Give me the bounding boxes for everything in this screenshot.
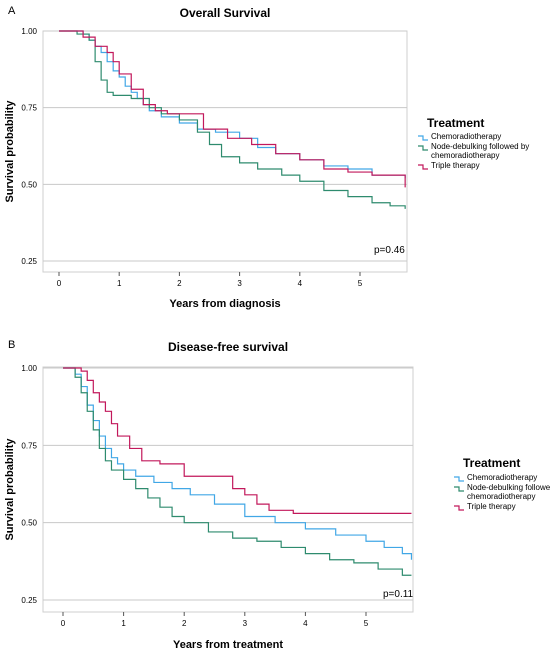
chart-title: Disease-free survival [168,340,288,354]
y-tick-label: 0.25 [21,596,37,605]
x-tick-label: 0 [61,619,66,628]
chart-panel-a: A Overall Survival 1.00 0.75 0.50 0.25 0 1 2 3 4 5 Y… [4,5,529,310]
y-axis-label: Survival probability [4,438,16,541]
x-tick-label: 1 [117,279,122,288]
legend-item-label: Chemoradiotherapy [467,473,537,482]
legend-item-label: Triple therapy [467,502,516,511]
survival-curve-series-2 [59,30,406,188]
x-tick-label: 3 [243,619,248,628]
p-value-annotation: p=0.46 [374,245,405,256]
legend-item-label-line: chemoradiotherapy [467,492,535,501]
legend-swatch [418,145,428,151]
legend-item-label: Chemoradiotherapy [431,132,501,141]
y-tick-label: 1.00 [21,364,37,373]
p-value-annotation: p=0.11 [383,589,414,600]
y-tick-label: 1.00 [21,27,37,36]
legend-swatch [454,476,464,482]
legend-swatch [454,505,464,511]
legend-swatch [418,135,428,141]
x-tick-label: 3 [237,279,242,288]
x-tick-label: 5 [364,619,369,628]
plot-area [42,30,408,273]
x-tick-label: 4 [298,279,303,288]
legend-item-label: Triple therapy [431,161,480,170]
survival-curve-series-1 [59,30,406,209]
panel-letter: B [8,339,15,351]
legend-item-label-line: Node-debulking followed by [431,142,529,151]
x-tick-label: 2 [177,279,182,288]
panel-letter: A [8,5,16,17]
x-tick-label: 5 [358,279,363,288]
y-tick-label: 0.25 [21,257,37,266]
legend-swatch [454,486,464,492]
survival-curve-series-2 [63,367,412,514]
legend-title: Treatment [463,456,520,470]
plot-area [42,366,414,613]
chart-title: Overall Survival [180,6,271,20]
legend-item-label-line: Node-debulking followed by [467,483,550,492]
y-tick-label: 0.75 [21,104,37,113]
legend-title: Treatment [427,116,484,130]
x-axis-label: Years from treatment [173,639,283,651]
y-tick-label: 0.50 [21,519,37,528]
survival-curve-series-1 [63,367,412,576]
y-axis-label: Survival probability [4,100,16,203]
survival-curve-series-0 [63,367,413,560]
x-axis-label: Years from diagnosis [169,298,280,310]
x-tick-label: 2 [182,619,187,628]
chart-panel-b: B Disease-free survival 1.00 0.75 0.50 0.25 0 1… [4,339,550,651]
x-tick-label: 4 [303,619,308,628]
y-tick-label: 0.50 [21,180,37,189]
legend-swatch [418,164,428,170]
legend-item-label-line: chemoradiotherapy [431,151,499,160]
y-tick-label: 0.75 [21,441,37,450]
x-tick-label: 1 [121,619,126,628]
legend-item-label: Node-debulking followed bychemoradiother… [467,483,550,501]
x-tick-label: 0 [57,279,62,288]
